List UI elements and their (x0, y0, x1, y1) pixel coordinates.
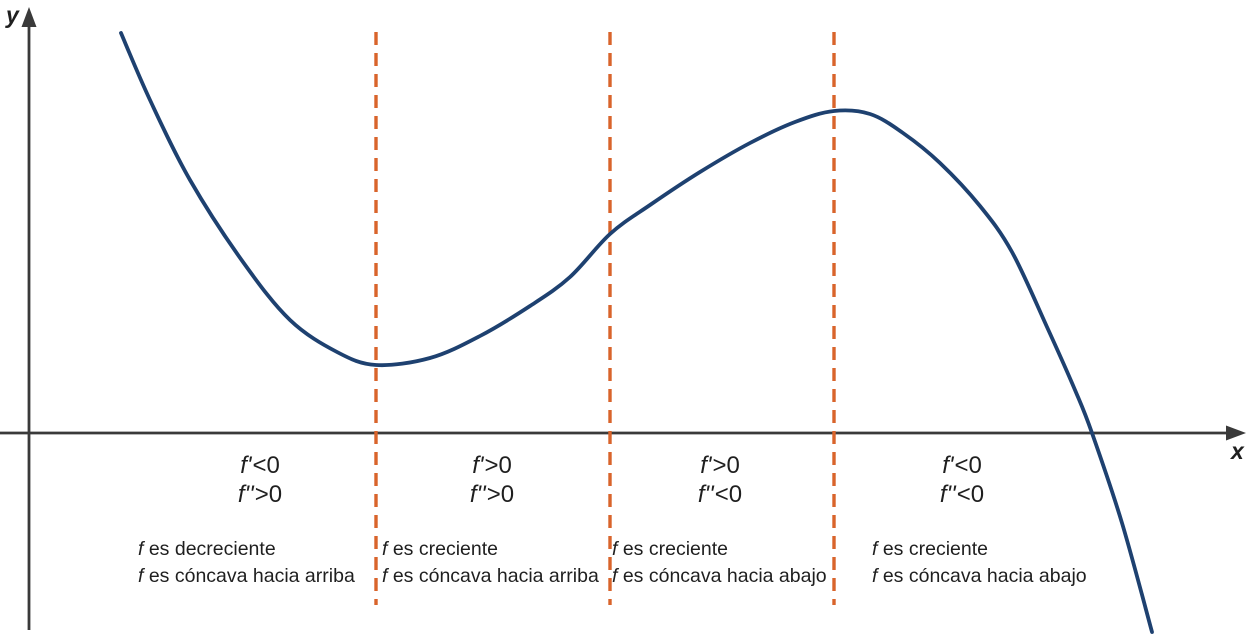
region-4-description-line-1: f es creciente (872, 538, 988, 560)
region-4-description-line-2: f es cóncava hacia abajo (872, 564, 1087, 587)
region-3-fprime-sign: f'>0 (700, 452, 740, 479)
region-4-fsecond-sign: f''<0 (939, 481, 985, 508)
region-4-description: f es creciente f es cóncava hacia abajo (872, 536, 1087, 589)
region-2-fsecond-sign: f''>0 (469, 481, 515, 508)
region-1-fsecond-sign: f''>0 (237, 481, 283, 508)
region-2-description-line-1: f es creciente (382, 538, 498, 560)
y-axis-label: y (6, 2, 19, 28)
x-axis-arrowhead (1226, 425, 1246, 441)
y-axis-arrowhead (21, 7, 37, 27)
region-1-description-line-1: f es decreciente (138, 538, 276, 560)
region-4-fprime-sign: f'<0 (942, 452, 982, 479)
region-2-signs: f'>0 f''>0 (382, 451, 602, 509)
region-3-description: f es creciente f es cóncava hacia abajo (612, 536, 827, 589)
region-4-signs: f'<0 f''<0 (852, 451, 1072, 509)
region-2-description: f es creciente f es cóncava hacia arriba (382, 536, 599, 589)
region-3-description-line-2: f es cóncava hacia abajo (612, 564, 827, 587)
x-axis-label: x (1231, 438, 1244, 464)
region-1-signs: f'<0 f''>0 (150, 451, 370, 509)
region-3-description-line-1: f es creciente (612, 538, 728, 560)
region-1-fprime-sign: f'<0 (240, 452, 280, 479)
region-1-description: f es decreciente f es cóncava hacia arri… (138, 536, 355, 589)
region-2-fprime-sign: f'>0 (472, 452, 512, 479)
region-1-description-line-2: f es cóncava hacia arriba (138, 564, 355, 587)
region-3-signs: f'>0 f''<0 (610, 451, 830, 509)
region-3-fsecond-sign: f''<0 (697, 481, 743, 508)
function-curve (119, 31, 1154, 634)
region-2-description-line-2: f es cóncava hacia arriba (382, 564, 599, 587)
